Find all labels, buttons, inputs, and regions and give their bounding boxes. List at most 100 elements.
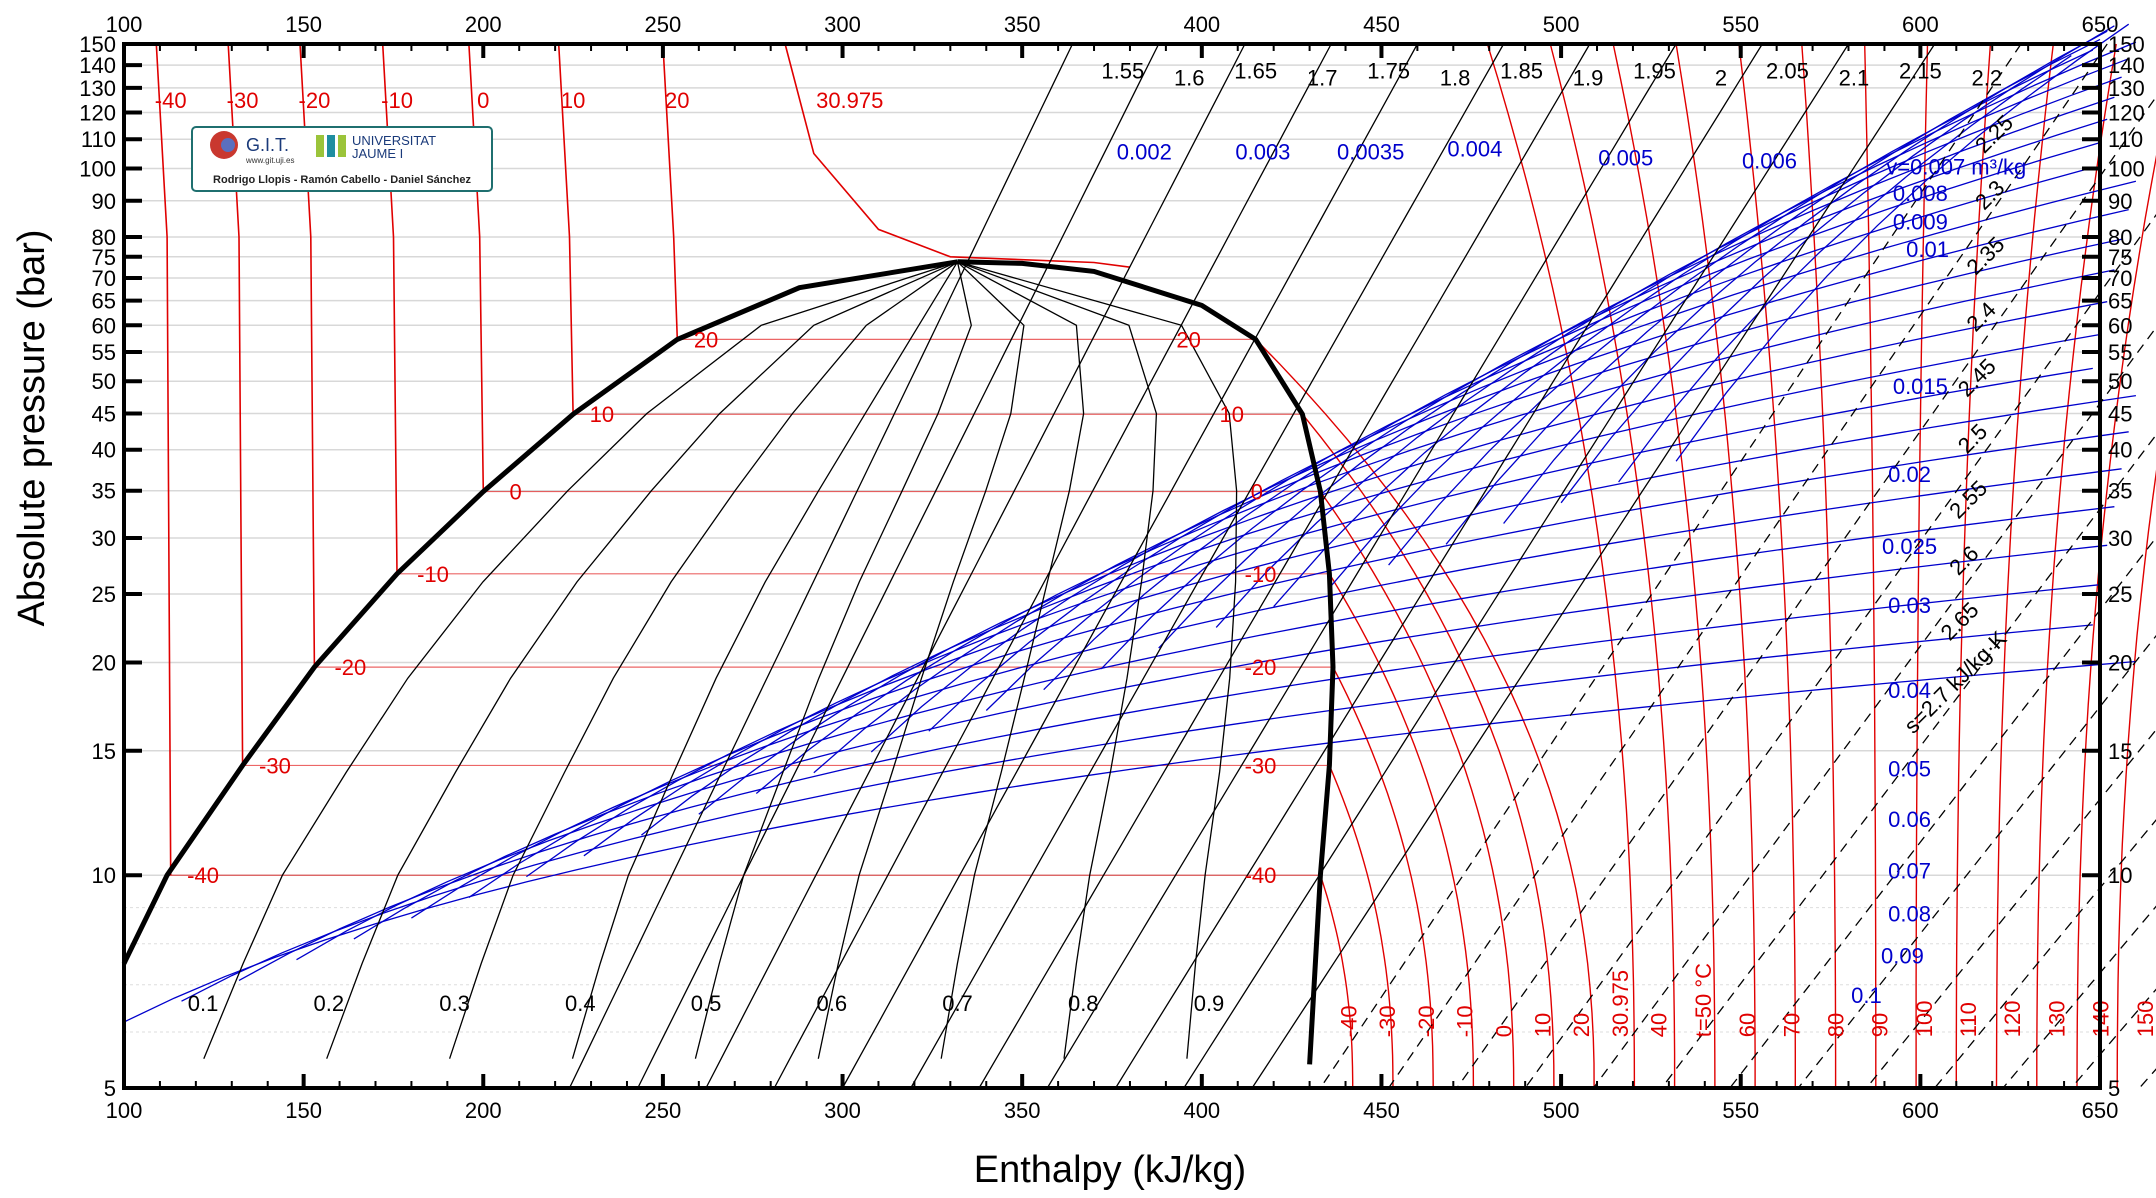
isotherm-superheated <box>1486 43 1636 1089</box>
isotherm-bottom-label: 30.975 <box>1608 970 1633 1037</box>
specific-volume-label: 0.025 <box>1882 534 1937 559</box>
isotherm-liquid <box>468 43 485 492</box>
entropy-label: 1.95 <box>1633 59 1676 84</box>
y-tick-label-right: 110 <box>2108 127 2143 152</box>
y-tick-label: 45 <box>92 402 116 427</box>
isentrope <box>568 43 1074 1089</box>
specific-volume-label: 0.002 <box>1117 139 1172 164</box>
specific-volume-label: 0.01 <box>1906 237 1949 262</box>
isotherm-bottom-label: -30 <box>1375 1005 1400 1037</box>
isochore <box>583 367 2093 857</box>
isochore <box>1215 76 2122 628</box>
quality-line <box>694 261 972 1059</box>
isentrope <box>1797 634 2156 1089</box>
uji-logo-icon <box>316 135 324 157</box>
isotherm-top-label: 20 <box>665 88 689 113</box>
plot-border <box>122 42 2102 1090</box>
isotherm-label: -30 <box>259 753 291 778</box>
isentrope <box>1251 43 1936 1089</box>
quality-label: 0.4 <box>565 991 596 1016</box>
isotherm-bottom-label: 150 <box>2133 1000 2156 1037</box>
isentrope <box>773 43 1332 1089</box>
isotherm-top-label: 10 <box>561 88 585 113</box>
isentrope <box>637 43 1160 1089</box>
y-tick-label: 80 <box>92 225 116 250</box>
quality-label: 0.9 <box>1194 991 1225 1016</box>
isotherm-top-label: -40 <box>155 88 187 113</box>
y-tick-label-right: 90 <box>2108 189 2132 214</box>
y-tick-label: 5 <box>104 1076 116 1101</box>
isotherm-label: -10 <box>1245 562 1277 587</box>
y-tick-label: 20 <box>92 650 116 675</box>
isochore <box>1675 23 2130 462</box>
isotherm-superheated <box>1864 43 1877 1088</box>
entropy-label: 2.05 <box>1766 59 1809 84</box>
isochore <box>641 333 2101 836</box>
y-tick-label-right: 15 <box>2108 739 2132 764</box>
y-tick-label: 65 <box>92 289 116 314</box>
isotherm-bottom-label: t=50 °C <box>1691 963 1716 1037</box>
x-tick-label-top: 550 <box>1722 12 1759 37</box>
isentrope <box>910 43 1505 1089</box>
x-tick-label-top: 200 <box>465 12 502 37</box>
entropy-label: 1.85 <box>1500 59 1543 84</box>
isentrope <box>1319 43 2022 1089</box>
y-tick-label: 55 <box>92 340 116 365</box>
y-tick-label: 35 <box>92 479 116 504</box>
isotherm-label: -30 <box>1245 753 1277 778</box>
isochore <box>985 166 2093 711</box>
y-tick-label-right: 150 <box>2108 32 2145 57</box>
isotherm-label: -20 <box>334 655 366 680</box>
isotherm-bottom-label: 40 <box>1647 1013 1672 1037</box>
y-tick-label-right: 100 <box>2108 156 2145 181</box>
logo-university-line2: JAUME I <box>352 146 403 161</box>
isentrope <box>1183 43 1850 1089</box>
x-tick-label-top: 450 <box>1363 12 1400 37</box>
specific-volume-label: 0.1 <box>1851 983 1882 1008</box>
isotherm-bottom-label: 10 <box>1530 1013 1555 1037</box>
isotherm-bottom-label: 120 <box>2000 1000 2025 1037</box>
isotherm-liquid <box>557 43 574 415</box>
isotherm-label: 10 <box>1220 402 1244 427</box>
y-axis-title: Absolute pressure (bar) <box>11 229 53 626</box>
axis-ticks: 1001001501502002002502503003003503504004… <box>79 12 2144 1123</box>
isotherm-label: 0 <box>1251 480 1263 505</box>
quality-label: 0.6 <box>816 991 847 1016</box>
x-tick-label: 400 <box>1183 1098 1220 1123</box>
specific-volume-label: 0.04 <box>1888 678 1931 703</box>
entropy-label: 1.6 <box>1174 66 1205 91</box>
y-tick-label-right: 130 <box>2108 76 2145 101</box>
isotherm-liquid <box>381 43 398 574</box>
isotherm-bottom-label: 20 <box>1569 1013 1594 1037</box>
quality-label: 0.1 <box>188 991 219 1016</box>
isotherm-superheated <box>1995 43 2054 1089</box>
saturated-vapor-line <box>957 259 1336 1065</box>
x-tick-label: 550 <box>1722 1098 1759 1123</box>
isotherm-superheated <box>1332 666 1434 1089</box>
isochore <box>1445 38 2101 545</box>
y-tick-label: 90 <box>92 189 116 214</box>
y-tick-label: 30 <box>92 526 116 551</box>
specific-volume-label: 0.03 <box>1888 593 1931 618</box>
isochore <box>1330 41 2137 587</box>
isotherm-superheated <box>1255 338 1595 1089</box>
isentrope <box>1524 213 2156 1089</box>
isotherm-bottom-label: 90 <box>1868 1013 1893 1037</box>
quality-line <box>203 261 958 1059</box>
y-tick-label-right: 10 <box>2108 863 2132 888</box>
isotherm-liquid <box>662 43 679 340</box>
specific-volume-label: 0.07 <box>1888 858 1931 883</box>
isotherm-bottom-label: 100 <box>1912 1000 1937 1037</box>
x-tick-label-top: 400 <box>1183 12 1220 37</box>
isotherm-top-label: -10 <box>381 88 413 113</box>
entropy-label: 1.65 <box>1234 59 1277 84</box>
isotherm-liquid <box>227 43 244 766</box>
isotherm-superheated <box>2116 469 2156 1089</box>
x-tick-label-top: 600 <box>1902 12 1939 37</box>
isotherm-superheated <box>1328 573 1475 1089</box>
isotherm-bottom-label: 80 <box>1823 1013 1848 1037</box>
isotherm-top-label: 0 <box>477 88 489 113</box>
entropy-label: 1.8 <box>1440 66 1471 91</box>
isochore <box>755 269 2115 794</box>
curves <box>121 23 2156 1089</box>
